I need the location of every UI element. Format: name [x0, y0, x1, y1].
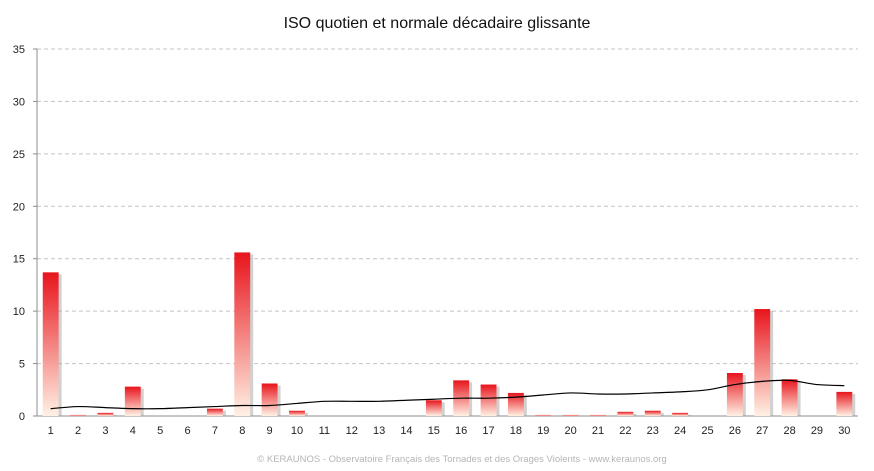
bar: [425, 400, 442, 416]
x-tick-label: 25: [701, 425, 713, 437]
x-tick-label: 15: [428, 425, 440, 437]
x-tick-label: 11: [319, 425, 330, 437]
x-tick-label: 20: [565, 425, 577, 437]
bar: [480, 384, 497, 416]
bar: [206, 408, 223, 416]
x-tick-label: 2: [75, 425, 81, 437]
x-tick-label: 26: [729, 425, 741, 437]
x-tick-label: 30: [838, 425, 850, 437]
bar: [507, 392, 524, 416]
axes: [33, 48, 858, 417]
bar: [124, 386, 141, 416]
x-tick-label: 1: [48, 425, 54, 437]
chart-title: ISO quotien et normale décadaire glissan…: [284, 15, 591, 32]
x-tick-label: 12: [346, 425, 358, 437]
bar: [726, 373, 743, 416]
y-tick-label: 25: [13, 149, 25, 161]
x-tick-label: 7: [212, 425, 218, 437]
bar: [617, 411, 634, 416]
x-tick-label: 18: [510, 425, 522, 437]
normal-line-path: [50, 379, 845, 410]
x-tick-label: 28: [783, 425, 795, 437]
x-tick-label: 5: [157, 425, 163, 437]
bars: [42, 252, 853, 416]
bar: [234, 252, 251, 416]
gridlines: [37, 48, 858, 365]
y-tick-label: 0: [19, 411, 25, 423]
x-tick-label: 14: [400, 425, 412, 437]
x-tick-label: 24: [674, 425, 686, 437]
normal-line: [50, 379, 845, 410]
y-tick-label: 10: [13, 306, 25, 318]
bar: [754, 309, 771, 416]
y-tick-label: 5: [19, 359, 25, 371]
bar: [644, 410, 661, 416]
y-tick-label: 30: [13, 96, 25, 108]
x-tick-label: 23: [647, 425, 659, 437]
bar: [590, 414, 606, 416]
x-tick-label: 10: [291, 425, 303, 437]
x-tick-labels: 1 2 3 4 5 6 7 8 9 10 11 12 13 14 15 16 17 18 19 20 21 22 23 24 2…: [48, 425, 851, 437]
x-tick-label: 6: [184, 425, 190, 437]
bar: [562, 414, 579, 416]
x-tick-label: 8: [239, 425, 245, 437]
x-tick-label: 17: [482, 425, 494, 437]
x-tick-label: 13: [373, 425, 385, 437]
y-tick-label: 20: [13, 201, 25, 213]
bar: [781, 379, 798, 416]
x-tick-label: 21: [592, 425, 604, 437]
x-tick-label: 27: [756, 425, 768, 437]
x-tick-label: 16: [455, 425, 467, 437]
bar: [535, 414, 552, 416]
y-tick-label: 15: [13, 254, 25, 266]
x-tick-label: 19: [537, 425, 549, 437]
x-tick-label: 9: [267, 425, 273, 437]
bar: [70, 414, 86, 416]
x-tick-label: 3: [102, 425, 108, 437]
x-tick-label: 29: [811, 425, 823, 437]
y-tick-label: 35: [13, 44, 25, 56]
bar: [289, 410, 305, 416]
bar: [672, 412, 689, 416]
credit-text: © KERAUNOS - Observatoire Français des T…: [257, 454, 667, 465]
y-tick-labels: 0 5 10 15 20 25 30 35: [13, 44, 25, 423]
bar: [261, 383, 278, 416]
bar: [42, 272, 59, 416]
x-tick-label: 4: [130, 425, 136, 437]
x-tick-label: 22: [619, 425, 631, 437]
bar: [97, 412, 114, 416]
bar: [836, 391, 853, 416]
